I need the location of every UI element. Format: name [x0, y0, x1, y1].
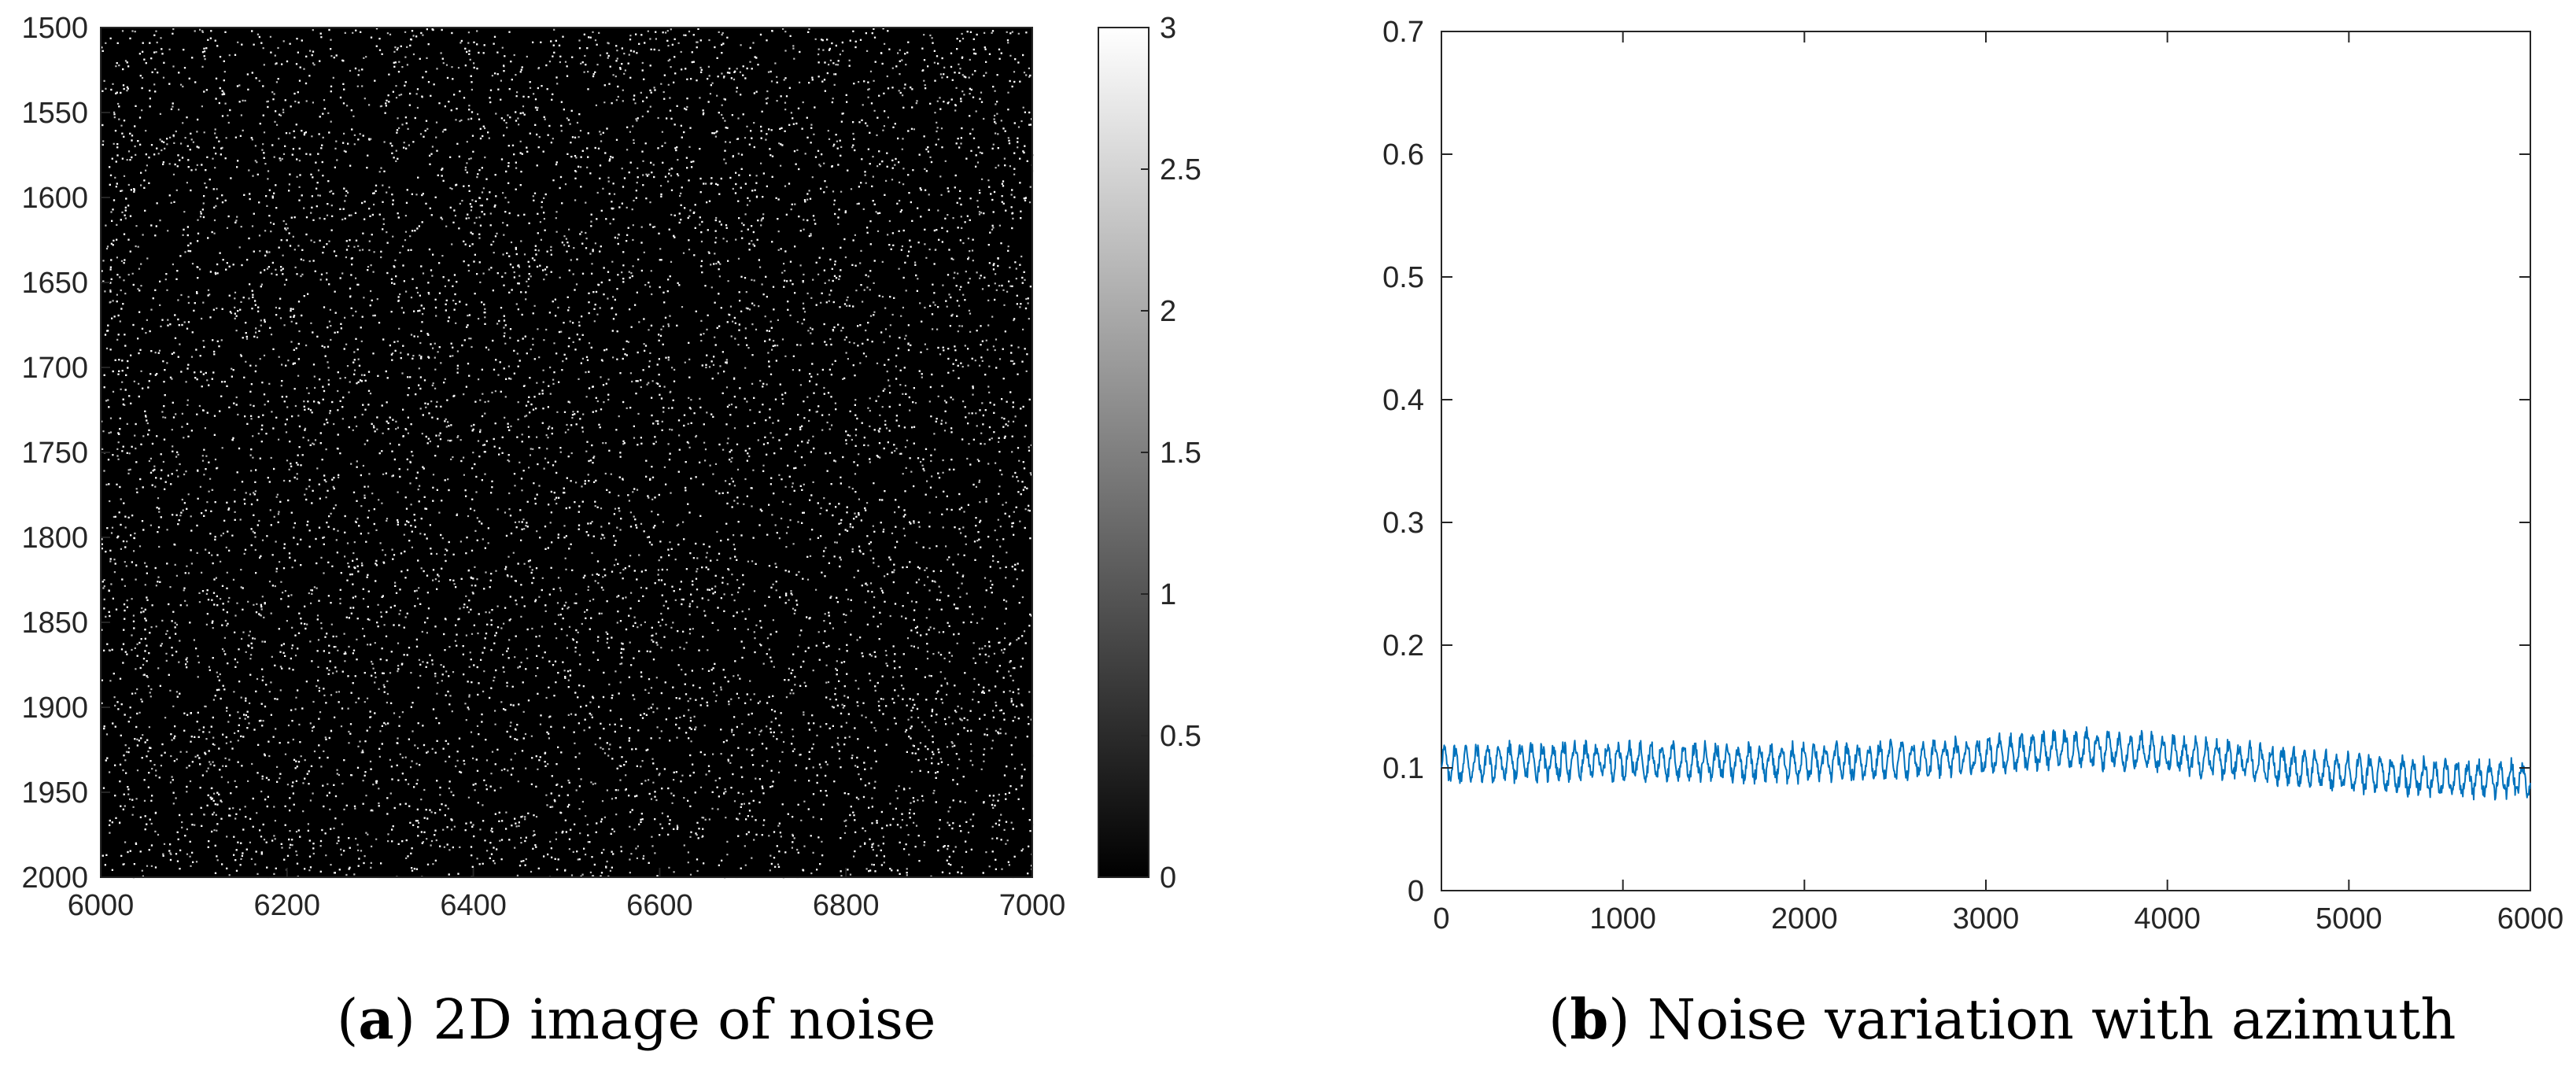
x-tick-label: 1000: [1589, 902, 1656, 935]
x-tick-label: 6200: [254, 889, 321, 922]
colorbar-tick-label: 1: [1160, 578, 1176, 611]
y-tick-label: 0.2: [1382, 629, 1424, 662]
plot-area: [1441, 31, 2531, 891]
series-line: [1441, 726, 2531, 801]
x-tick-label: 3000: [1953, 902, 2020, 935]
panel-a-x-axis: 6000 6200 6400 6600 6800 7000: [68, 868, 1066, 922]
noise-speckles-bright: [101, 28, 1034, 880]
noise-series-line: [1441, 726, 2531, 801]
colorbar-tick-label: 1.5: [1160, 437, 1201, 470]
panel-a-y-axis: 1500 1550 1600 1650 1700 1750 1800 1850 1900 1950…: [21, 12, 110, 895]
y-tick-label: 1700: [21, 352, 88, 385]
panel-b-x-axis: 0 1000 2000 3000 4000 5000 6000: [1433, 31, 2563, 935]
x-tick-label: 6800: [813, 889, 880, 922]
y-tick-label: 1550: [21, 97, 88, 130]
y-tick-label: 0.5: [1382, 261, 1424, 294]
noise-speckle-layer: [101, 28, 1034, 880]
y-tick-label: 0.6: [1382, 138, 1424, 172]
y-tick-label: 0.4: [1382, 384, 1424, 417]
x-tick-label: 0: [1433, 902, 1449, 935]
colorbar-tick-label: 2: [1160, 295, 1176, 328]
noise-image-background: [101, 28, 1032, 877]
y-tick-label: 0.3: [1382, 507, 1424, 540]
y-tick-label: 0: [1408, 875, 1424, 908]
colorbar-ticks: 0 0.5 1 1.5 2 2.5 3: [1141, 12, 1201, 895]
y-tick-label: 1800: [21, 522, 88, 555]
y-tick-label: 1500: [21, 12, 88, 45]
x-tick-label: 6400: [440, 889, 507, 922]
x-tick-label: 6000: [68, 889, 135, 922]
y-tick-label: 1650: [21, 267, 88, 300]
colorbar-tick-label: 0.5: [1160, 720, 1201, 753]
colorbar: [1098, 27, 1150, 878]
colorbar-tick-label: 3: [1160, 12, 1176, 45]
y-tick-label: 1950: [21, 777, 88, 810]
x-tick-label: 6600: [626, 889, 693, 922]
panel-b-y-axis: 0 0.1 0.2 0.3 0.4 0.5 0.6 0.7: [1382, 16, 2530, 908]
panel-a-noise-image: 6000 6200 6400 6600 6800 7000 1500 1550 1600 165…: [21, 12, 1201, 1052]
y-tick-label: 0.7: [1382, 16, 1424, 49]
x-tick-label: 7000: [999, 889, 1066, 922]
colorbar-tick-label: 0: [1160, 862, 1176, 895]
y-tick-label: 1850: [21, 607, 88, 640]
x-tick-label: 6000: [2497, 902, 2564, 935]
y-tick-label: 1750: [21, 437, 88, 470]
x-tick-label: 4000: [2134, 902, 2201, 935]
panel-b-caption: (b) Noise variation with azimuth: [1548, 987, 2456, 1052]
y-tick-label: 2000: [21, 862, 88, 895]
panel-a-caption: (a) 2D image of noise: [337, 987, 936, 1052]
y-tick-label: 1900: [21, 692, 88, 725]
x-tick-label: 2000: [1771, 902, 1838, 935]
y-tick-label: 1600: [21, 182, 88, 215]
panel-b-line-chart: 0 1000 2000 3000 4000 5000 6000 00.10.20.30.40…: [1382, 16, 2563, 1052]
y-tick-label: 0.1: [1382, 752, 1424, 785]
x-tick-label: 5000: [2316, 902, 2382, 935]
colorbar-tick-label: 2.5: [1160, 153, 1201, 186]
